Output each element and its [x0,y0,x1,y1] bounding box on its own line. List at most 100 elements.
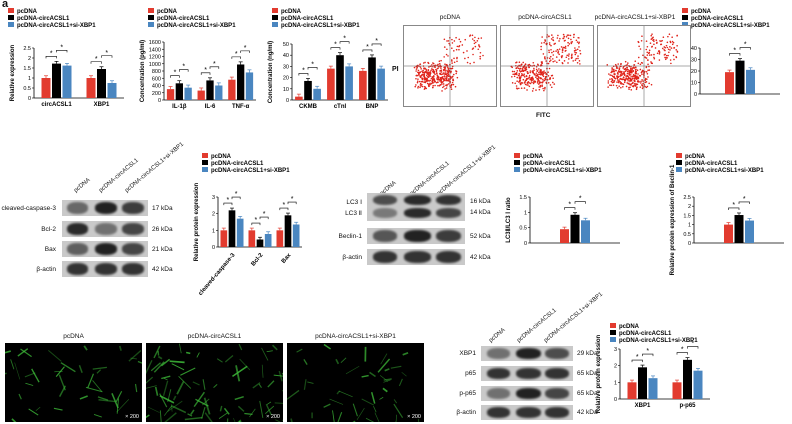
legend-label: pcDNA-circACSL1+si-XBP1 [523,168,602,174]
flow-event-dot [431,80,434,82]
flow-event-dot [418,71,421,74]
fluorescence-signal [146,360,153,375]
y-tick-label: 2.5 [23,46,31,52]
legend-label: pcDNA [17,9,38,15]
flow-event-dot [607,82,610,84]
y-axis-label: Relative expression [10,44,16,101]
flow-event-dot [448,42,450,45]
fluorescence-signal [356,407,365,420]
flow-event-dot [560,46,563,48]
y-tick-label: 0 [614,397,617,403]
flow-event-dot [473,42,476,45]
legend-entry: pcDNA-circACSL1+si-XBP1 [148,22,236,29]
fluorescence-signal [239,358,251,371]
fluorescence-signal [187,413,193,417]
flow-event-dot [542,80,544,82]
fluorescence-signal [202,379,206,390]
flow-event-dot [658,53,661,55]
flow-event-dot [447,40,450,42]
flow-event-dot [417,87,419,89]
fluorescence-signal [92,380,103,392]
flow-event-dot [642,80,644,82]
flow-event-dot [431,77,434,79]
flow-event-dot [613,68,615,71]
bar [245,72,254,100]
fluorescence-signal [92,366,107,370]
flow-event-dot [566,54,569,57]
flow-event-dot [632,66,635,69]
flow-event-dot [529,82,532,85]
blot3-kda-4: 42 kDa [577,409,598,416]
flow-event-dot [456,60,458,63]
legend-label: pcDNA-circACSL1 [211,161,264,167]
flow-event-dot [614,63,617,66]
flow-event-dot [630,89,633,91]
significance-bracket [90,61,102,64]
bar [327,68,335,100]
flow-event-dot [606,64,609,66]
y-tick-label: 10 [283,87,289,93]
flow-event-dot [419,84,422,86]
flow-event-dot [472,53,474,56]
flow-event-dot [541,81,543,84]
legend-entry: pcDNA [610,323,640,330]
flow-event-dot [646,72,649,75]
significance-bracket [209,66,220,69]
flow-event-dot [568,53,570,55]
magnification-label: × 200 [266,414,280,420]
flow-event-dot [440,59,442,62]
bar [41,78,51,98]
category-label: circACSL1 [41,102,72,108]
flow-event-dot [450,86,452,89]
blot2-row-4 [367,249,465,265]
flow-event-dot [541,61,543,64]
blot3-row-label-1: XBP1 [459,350,476,357]
flow-event-dot [528,66,530,68]
flow-event-dot [447,83,450,85]
blot1-row-2 [62,221,148,237]
flow-event-dot [427,79,429,82]
flow-event-dot [650,83,653,86]
flow-event-dot [552,50,555,53]
flow-event-dot [561,55,564,57]
blot3-row-label-3: p-p65 [459,390,476,397]
flow-event-dot [635,82,637,85]
flow-event-dot [548,35,550,37]
flow-event-dot [434,80,436,82]
fluorescence-signal [93,414,102,418]
flow-event-dot [549,59,552,61]
fluorescence-signal [157,355,163,360]
flow-event-dot [618,70,620,73]
flow-event-dot [570,57,573,60]
flow-event-dot [669,40,672,43]
flow-event-dot [421,83,423,86]
fluorescence-signal [278,370,283,382]
flow-event-dot [613,81,615,83]
flow-event-dot [515,73,518,76]
y-tick-label: 30 [283,64,289,70]
blot2-kda-4: 42 kDa [470,254,491,261]
flow-event-dot [542,73,544,76]
fluorescence-signal [218,412,228,419]
bar [745,220,754,243]
flow-event-dot [438,62,441,65]
flow-event-dot [622,76,625,79]
flow-event-dot [545,42,548,45]
flow-event-dot [453,61,456,64]
flow-event-dot [610,84,613,87]
flow-event-dot [658,51,661,54]
legend-entry: pcDNA-circACSL1 [610,330,672,337]
flow-event-dot [441,90,443,92]
fluorescence-signal [169,360,185,364]
y-tick-label: 20 [283,76,289,82]
flow-event-dot [415,74,418,77]
category-label: Bax [281,252,293,265]
legend-entry: pcDNA-circACSL1+si-XBP1 [610,337,698,344]
flow-event-dot [521,72,523,75]
flow-event-dot [516,76,519,79]
legend-swatch [202,167,208,172]
flow-event-dot [517,87,520,90]
flow-event-dot [444,66,447,69]
flow-event-dot [426,75,429,78]
legend-label: pcDNA-circACSL1 [619,331,672,337]
